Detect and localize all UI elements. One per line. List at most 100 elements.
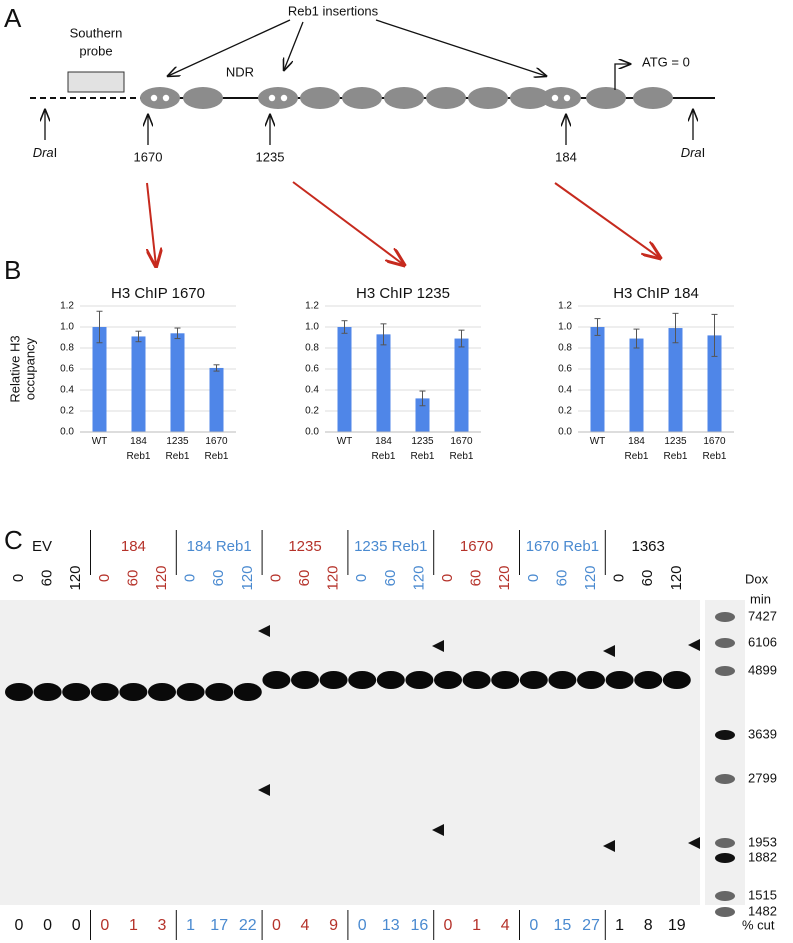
bar (454, 338, 469, 432)
bar (337, 327, 352, 432)
y-tick-label: 0.4 (305, 385, 319, 396)
reb1-site (162, 94, 170, 102)
ladder-band (715, 853, 735, 863)
error-bar (380, 323, 387, 346)
nucleosome (586, 87, 626, 109)
group-label: 1670 Reb1 (526, 538, 599, 555)
position-label: 1670 (134, 149, 163, 164)
main-band (548, 671, 577, 689)
error-bar (711, 313, 718, 357)
reb1-site (563, 94, 571, 102)
bar (668, 328, 683, 432)
cut-value: 3 (158, 917, 167, 934)
cut-value: 1 (129, 917, 138, 934)
reb1-site (268, 94, 276, 102)
dra-roman: I (702, 145, 706, 160)
marker-label: 1953 (748, 834, 777, 849)
lane-label: 60 (296, 570, 313, 587)
arrowhead (432, 824, 444, 836)
dra-label: DraI (33, 145, 58, 160)
ladder-band (715, 774, 735, 784)
arrowhead (432, 640, 444, 652)
panel-label: B (4, 255, 21, 285)
marker-label: 3639 (748, 726, 777, 741)
nucleosome (426, 87, 466, 109)
lane-label: 0 (439, 574, 456, 582)
nucleosome (633, 87, 673, 109)
arrowhead (688, 639, 700, 651)
chart-title: H3 ChIP 1235 (356, 285, 450, 302)
reb1-site (551, 94, 559, 102)
main-band (376, 671, 405, 689)
group-label: 1235 Reb1 (354, 538, 427, 555)
cut-value: 1 (186, 917, 195, 934)
main-band (405, 671, 434, 689)
main-band (662, 671, 691, 689)
arrowhead (258, 784, 270, 796)
main-band (491, 671, 520, 689)
cut-value: 4 (301, 917, 310, 934)
error-bar (135, 330, 142, 343)
main-band (233, 683, 262, 701)
lane-label: 0 (353, 574, 370, 582)
y-tick-label: 1.2 (305, 301, 319, 312)
gel (0, 600, 700, 905)
x-tick-label: 1235 Reb1 (664, 436, 688, 462)
position-label: 184 (555, 149, 577, 164)
x-tick-label: WT (590, 436, 606, 447)
error-bar (633, 328, 640, 349)
error-bar (174, 327, 181, 340)
panel-label: A (4, 3, 22, 33)
group-label: 1235 (288, 538, 321, 555)
lane-label: 0 (96, 574, 113, 582)
x-tick-label: 184 Reb1 (625, 436, 649, 462)
y-tick-label: 0.0 (558, 427, 572, 438)
cut-value: 0 (358, 917, 367, 934)
probe-box (67, 71, 125, 93)
lane-label: 120 (410, 565, 427, 590)
y-tick-label: 1.2 (60, 301, 74, 312)
main-band (634, 671, 663, 689)
y-tick-label: 0.2 (305, 406, 319, 417)
main-band (462, 671, 491, 689)
lane-label: 60 (124, 570, 141, 587)
cut-value: 0 (529, 917, 538, 934)
main-band (605, 671, 634, 689)
bar (131, 336, 146, 432)
cut-value: 0 (15, 917, 24, 934)
lane-label: 60 (553, 570, 570, 587)
x-tick-label: 184 Reb1 (127, 436, 151, 462)
group-label: 184 (121, 538, 146, 555)
error-bar (341, 320, 348, 334)
lane-label: 120 (239, 565, 256, 590)
lane-label: 120 (153, 565, 170, 590)
error-bar (419, 390, 426, 407)
main-band (5, 683, 33, 701)
probe-label: probe (79, 43, 112, 58)
lane-label: 120 (582, 565, 599, 590)
y-axis-label: occupancy (22, 337, 37, 400)
cut-value: 15 (554, 917, 572, 934)
min-label: min (750, 591, 771, 606)
lane-label: 0 (10, 574, 27, 582)
position-label: 1235 (256, 149, 285, 164)
lane-label: 0 (267, 574, 284, 582)
y-tick-label: 0.6 (305, 364, 319, 375)
arrows (168, 19, 546, 76)
arrowhead (603, 645, 615, 657)
lane-label: 0 (182, 574, 199, 582)
ladder-band (715, 666, 735, 676)
dra-italic: Dra (681, 145, 702, 160)
bar (92, 327, 107, 432)
main-band (148, 683, 176, 701)
y-tick-label: 0.4 (60, 385, 74, 396)
error-bar (672, 312, 679, 344)
main-band (348, 671, 377, 689)
y-tick-label: 0.4 (558, 385, 572, 396)
main-band (434, 671, 462, 689)
cut-value: 0 (272, 917, 281, 934)
y-tick-label: 1.0 (558, 322, 572, 333)
nucleosome (541, 87, 581, 109)
reb1-label: Reb1 insertions (288, 3, 379, 18)
